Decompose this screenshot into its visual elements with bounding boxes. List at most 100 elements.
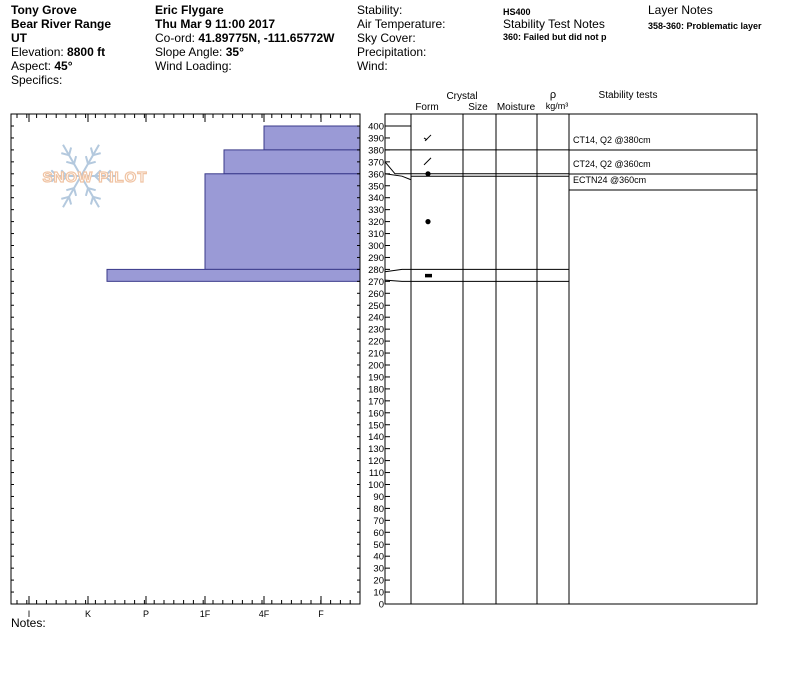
hardness-plot-frame (10, 113, 361, 605)
sky-cover-label: Sky Cover: (357, 31, 416, 45)
height-tick-label: 250 (368, 301, 384, 312)
layer-connector (384, 161, 411, 175)
flake-branch (61, 152, 70, 157)
height-tick-label: 190 (368, 372, 384, 383)
height-tick-label: 130 (368, 444, 384, 455)
height-tick-label: 390 (368, 133, 384, 144)
flake-branch (50, 175, 58, 183)
height-tick-label: 260 (368, 289, 384, 300)
height-tick-label: 370 (368, 157, 384, 168)
height-tick-label: 320 (368, 217, 384, 228)
flake-branch (60, 175, 68, 183)
flake-branch (92, 152, 101, 157)
hardness-axis-label: 4F (259, 609, 270, 619)
crystal-rounded-symbol (425, 171, 431, 177)
hardness-axis-label: P (143, 609, 149, 619)
flake-branch (104, 175, 112, 183)
size-header: Size (468, 102, 488, 113)
crystal-decomposing-symbol (424, 134, 432, 142)
height-tick-label: 220 (368, 337, 384, 348)
elevation-label: Elevation: (11, 45, 64, 59)
height-tick-label: 240 (368, 313, 384, 324)
flake-branch (61, 195, 70, 200)
height-tick-label: 50 (373, 540, 384, 551)
height-tick-label: 30 (373, 564, 384, 575)
wind-label: Wind: (357, 59, 388, 73)
wind-loading-label: Wind Loading: (155, 59, 232, 73)
crystal-decomposing-symbol (423, 157, 432, 166)
flake-branch (60, 169, 68, 177)
stability-test-label: CT24, Q2 @360cm (573, 159, 651, 169)
height-tick-label: 160 (368, 408, 384, 419)
stability-tests-header: Stability tests (599, 90, 658, 101)
hs-value: HS400 (503, 7, 531, 17)
height-tick-label: 40 (373, 552, 384, 563)
height-tick-label: 120 (368, 456, 384, 467)
height-tick-label: 330 (368, 205, 384, 216)
elevation-value: 8800 ft (67, 45, 106, 59)
coord-row: Co-ord: 41.89775N, -111.65772W (155, 31, 334, 46)
range-name: Bear River Range (11, 17, 112, 31)
specifics-label: Specifics: (11, 73, 63, 87)
height-tick-label: 340 (368, 193, 384, 204)
flake-branch (50, 169, 58, 177)
crystal-header: Crystal (446, 91, 477, 102)
height-tick-label: 380 (368, 145, 384, 156)
aspect-value: 45° (54, 59, 73, 73)
hardness-axis-label: K (85, 609, 91, 619)
height-tick-label: 270 (368, 277, 384, 288)
height-tick-label: 180 (368, 384, 384, 395)
observer-name: Eric Flygare (155, 3, 224, 17)
height-tick-label: 200 (368, 361, 384, 372)
layer-connector (384, 173, 412, 181)
flake-arm (62, 175, 82, 208)
flake-branch (66, 187, 75, 192)
layer-connector (384, 268, 411, 273)
height-tick-label: 20 (373, 576, 384, 587)
slope-value: 35° (225, 45, 244, 59)
flake-branch (73, 155, 78, 165)
height-tick-label: 90 (373, 492, 384, 503)
crystal-decomposing-symbol (423, 137, 428, 141)
flake-arm (80, 175, 100, 208)
aspect-row: Aspect: 45° (11, 59, 73, 74)
flake-branch (92, 195, 101, 200)
stability-test-label: ECTN24 @360cm (573, 175, 646, 185)
stability-test-note: 360: Failed but did not p (503, 32, 607, 42)
flake-arm (62, 144, 82, 177)
flake-branch (73, 187, 78, 197)
aspect-label: Aspect: (11, 59, 52, 73)
coord-value: 41.89775N, -111.65772W (198, 31, 335, 45)
height-tick-label: 80 (373, 504, 384, 515)
stability-test-notes-title: Stability Test Notes (503, 17, 605, 31)
hardness-axis-label: I (28, 609, 31, 619)
flake-branch (68, 196, 73, 205)
hardness-axis-label: F (318, 609, 324, 619)
height-tick-label: 230 (368, 325, 384, 336)
height-tick-label: 140 (368, 432, 384, 443)
crystal-rounded-symbol (425, 219, 431, 225)
data-table-frame (384, 113, 758, 605)
notes-label: Notes: (11, 616, 46, 630)
crystal-crust-symbol (425, 273, 432, 278)
flake-branch (89, 147, 94, 156)
snowpilot-logo: SNOW PILOT (42, 144, 148, 208)
coord-label: Co-ord: (155, 31, 196, 45)
slope-label: Slope Angle: (155, 45, 223, 59)
observation-datetime: Thu Mar 9 11:00 2017 (155, 17, 276, 31)
flake-branch (66, 160, 75, 165)
elevation-row: Elevation: 8800 ft (11, 45, 105, 60)
flake-branch (84, 187, 89, 197)
height-tick-label: 310 (368, 229, 384, 240)
air-temperature-label: Air Temperature: (357, 17, 446, 31)
height-tick-label: 10 (373, 588, 384, 599)
height-tick-label: 350 (368, 181, 384, 192)
stability-test-label: CT14, Q2 @380cm (573, 135, 651, 145)
state-name: UT (11, 31, 27, 45)
logo-text: SNOW PILOT (43, 169, 148, 186)
height-tick-label: 170 (368, 396, 384, 407)
flake-branch (84, 155, 89, 165)
flake-branch (104, 169, 112, 177)
moisture-header: Moisture (497, 102, 536, 113)
stability-label: Stability: (357, 3, 403, 17)
